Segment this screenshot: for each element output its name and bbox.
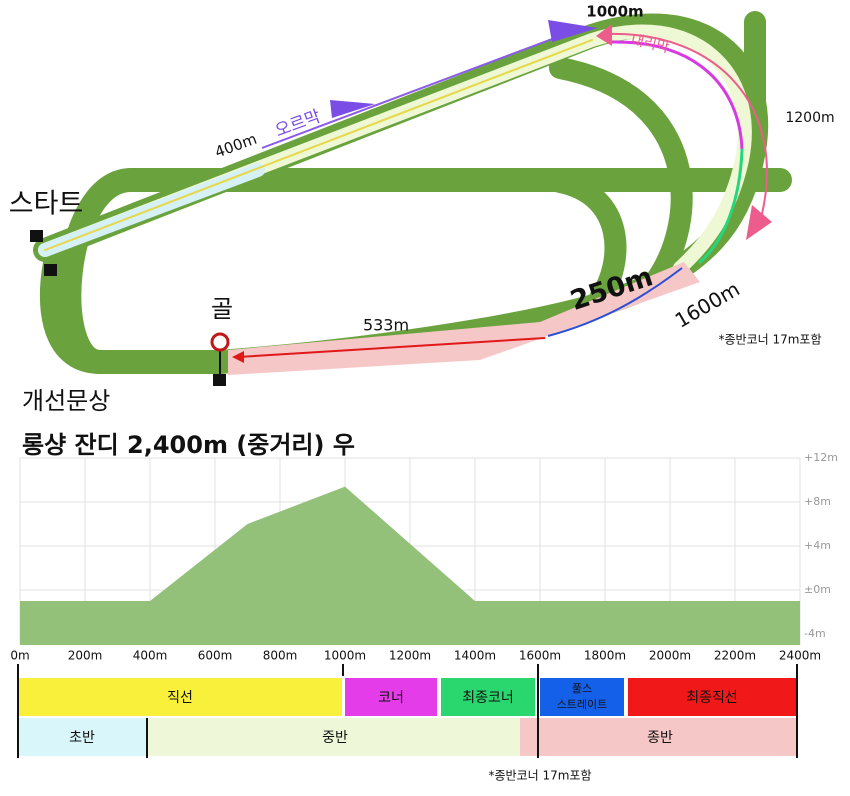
y-tick-label: -4m <box>804 627 826 640</box>
section-bar <box>18 678 342 716</box>
x-tick-label: 400m <box>133 649 168 663</box>
x-tick-label: 0m <box>10 649 29 663</box>
x-tick-label: 2200m <box>714 649 756 663</box>
section-bar <box>540 678 624 716</box>
x-tick-label: 1000m <box>324 649 366 663</box>
map-label: 스타트 <box>9 189 84 220</box>
red-arrow <box>237 337 546 358</box>
y-tick-label: ±0m <box>804 583 831 596</box>
dividers <box>17 664 798 758</box>
x-tick-label: 800m <box>263 649 298 663</box>
loop-track <box>549 57 693 309</box>
arrow-head <box>548 20 598 42</box>
purple-arrow <box>261 35 561 149</box>
start-marker <box>30 230 43 242</box>
map-label: 533m <box>363 316 409 335</box>
subtitle: 롱샹 잔디 2,400m (중거리) 우 <box>22 431 355 459</box>
corner-line <box>608 40 744 152</box>
y-tick-label: +8m <box>804 495 831 508</box>
final-corner-line <box>698 148 744 264</box>
goal-marker <box>213 374 226 386</box>
arrow-head <box>746 205 772 240</box>
arrow-head <box>330 100 375 118</box>
section-bar <box>345 678 437 716</box>
section-bar <box>628 678 797 716</box>
pink-arrow <box>604 32 768 223</box>
x-tick-label: 1800m <box>584 649 626 663</box>
section-label: 직선 <box>167 690 193 706</box>
blue-arrow <box>547 267 683 337</box>
goal-marker <box>210 332 230 352</box>
x-tick-label: 1200m <box>389 649 431 663</box>
y-tick-label: +12m <box>804 451 838 464</box>
section-label: 최종직선 <box>686 690 738 706</box>
track-map <box>33 11 792 374</box>
section-label: 코너 <box>378 690 404 706</box>
elevation-area <box>20 486 800 645</box>
section-label: 최종코너 <box>462 690 514 706</box>
stage-bar <box>520 718 797 756</box>
stage-label: 종반 <box>647 730 673 746</box>
yellow-line <box>44 39 593 251</box>
section-label: 스트레이트 <box>557 698 608 711</box>
footnote: *종반코너 17m포함 <box>488 769 591 783</box>
stage-label: 중반 <box>322 730 348 746</box>
map-label: 골 <box>211 295 233 323</box>
y-tick-label: +4m <box>804 539 831 552</box>
x-tick-label: 2400m <box>779 649 821 663</box>
stage-bar <box>18 718 147 756</box>
arrow-head <box>232 351 244 363</box>
x-tick-label: 600m <box>198 649 233 663</box>
elevation-chart: 0m 200m 400m 600m 800m 1000m 1200m 1400m 1600m 18… <box>10 451 838 663</box>
arrow-head <box>596 24 612 46</box>
section-bar <box>441 678 535 716</box>
stage-label: 초반 <box>69 730 95 746</box>
final-straight-area <box>228 262 700 375</box>
map-note: *종반코너 17m포함 <box>718 333 821 347</box>
map-label: 1000m <box>586 3 643 21</box>
top-strip <box>38 24 752 275</box>
x-tick-label: 2000m <box>649 649 691 663</box>
map-label: 1200m <box>785 110 834 126</box>
outer-track <box>33 13 769 374</box>
x-tick-label: 1400m <box>454 649 496 663</box>
x-tick-label: 1600m <box>519 649 561 663</box>
section-label: 풀스 <box>572 682 592 695</box>
start-marker <box>44 264 57 276</box>
title: 개선문상 <box>22 387 110 415</box>
stage-bar <box>147 718 520 756</box>
x-tick-label: 200m <box>68 649 103 663</box>
